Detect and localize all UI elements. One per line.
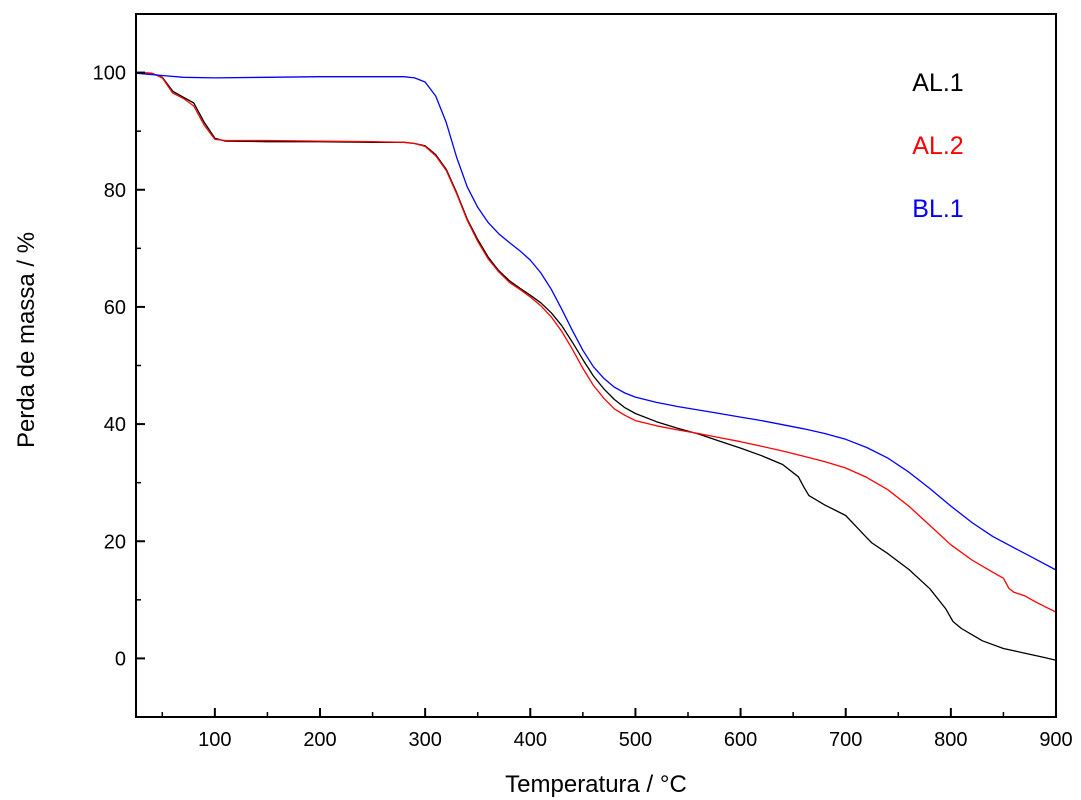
y-tick-label: 100 [93, 63, 126, 85]
x-tick-label: 700 [829, 729, 862, 751]
y-tick-label: 60 [104, 297, 126, 319]
legend: AL.1 AL.2 BL.1 [912, 69, 963, 223]
legend-item-bl-1: BL.1 [912, 195, 963, 223]
series-line-bl-1 [135, 72, 1057, 571]
x-tick-label: 600 [724, 729, 757, 751]
x-tick-label: 100 [198, 729, 231, 751]
y-tick-label: 20 [104, 531, 126, 553]
series-layer [135, 71, 1057, 661]
series-line-al-1 [135, 71, 1057, 661]
y-tick-label: 80 [104, 180, 126, 202]
ticks-layer [136, 71, 1005, 718]
x-tick-label: 200 [303, 729, 336, 751]
y-tick-label: 0 [115, 648, 126, 670]
x-axis-title: Temperatura / °C [505, 771, 687, 798]
plot-frame [135, 13, 1057, 718]
y-tick-label: 40 [104, 414, 126, 436]
x-tick-label: 900 [1039, 729, 1072, 751]
x-tick-label: 300 [408, 729, 441, 751]
tick-labels-layer: 100 200 300 400 500 600 700 800 900 0 20 40 60 80 100 [93, 63, 1073, 751]
x-tick-label: 400 [514, 729, 547, 751]
series-line-al-2 [135, 71, 1057, 613]
legend-item-al-1: AL.1 [912, 69, 963, 97]
legend-item-al-2: AL.2 [912, 132, 963, 160]
y-axis-title: Perda de massa / % [13, 232, 40, 448]
x-tick-label: 500 [619, 729, 652, 751]
x-tick-label: 800 [934, 729, 967, 751]
